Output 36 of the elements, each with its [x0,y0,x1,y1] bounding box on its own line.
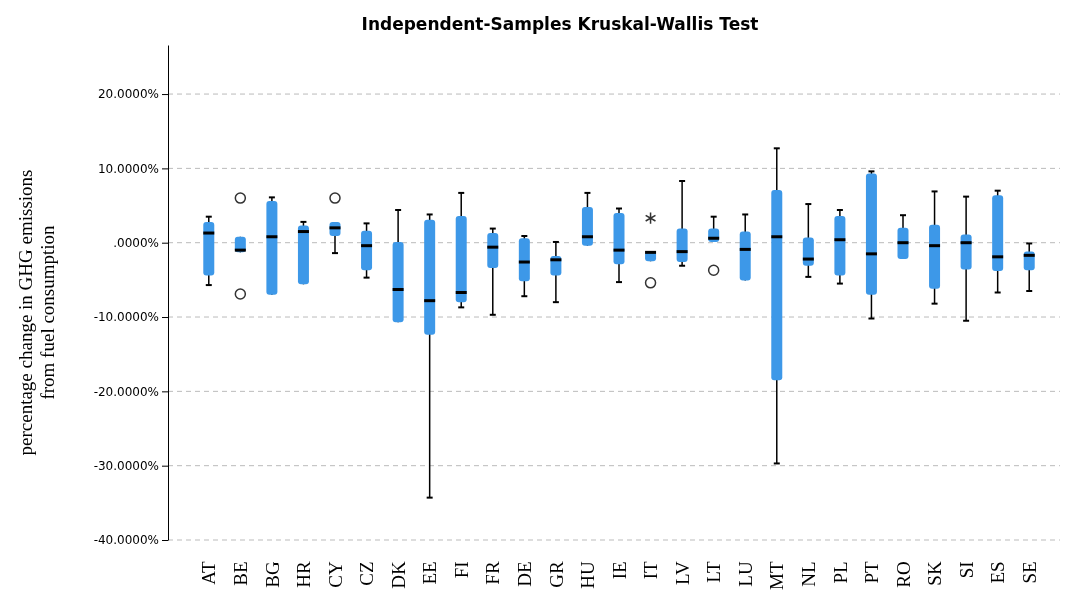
x-tick-label: AT [198,561,220,585]
y-tick-label: -10.0000% [93,310,159,325]
x-tick-label: BE [229,561,251,586]
x-tick-label: CY [324,561,346,588]
x-tick-label: SE [1018,561,1040,584]
x-tick-label: RO [892,561,914,588]
x-tick-label: DE [513,561,535,587]
x-tick-label: LT [703,561,725,583]
x-tick-label: FI [450,561,472,579]
y-tick-label: -40.0000% [93,533,159,548]
x-tick-label: SI [955,561,977,579]
x-tick-label: HR [293,561,315,588]
y-tick-label: 10.0000% [97,161,159,176]
y-tick-label: 20.0000% [97,87,159,102]
chart-title: Independent-Samples Kruskal-Wallis Test [361,14,759,34]
x-tick-label: IE [608,561,630,580]
x-tick-label: FR [482,561,504,585]
x-tick-label: CZ [356,561,378,586]
x-tick-label: PL [829,561,851,584]
x-tick-label: HU [577,561,599,589]
x-tick-label: NL [797,561,819,587]
y-axis-title: percentage change in GHG emissions from fuel consumption [15,169,58,456]
x-tick-label: LV [671,561,693,585]
x-tick-label: ES [987,561,1009,584]
x-tick-label: BG [261,561,283,588]
y-tick-label: -30.0000% [93,459,159,474]
y-tick-label: -20.0000% [93,384,159,399]
x-tick-label: DK [387,561,409,589]
y-tick-label: .0000% [113,236,159,251]
x-tick-label: GR [545,561,567,588]
x-tick-label: PT [861,561,883,584]
x-tick-label: MT [766,561,788,590]
x-tick-label: LU [734,561,756,587]
x-tick-label: IT [640,561,662,580]
x-tick-label: SK [924,561,946,586]
x-tick-label: EE [419,561,441,585]
